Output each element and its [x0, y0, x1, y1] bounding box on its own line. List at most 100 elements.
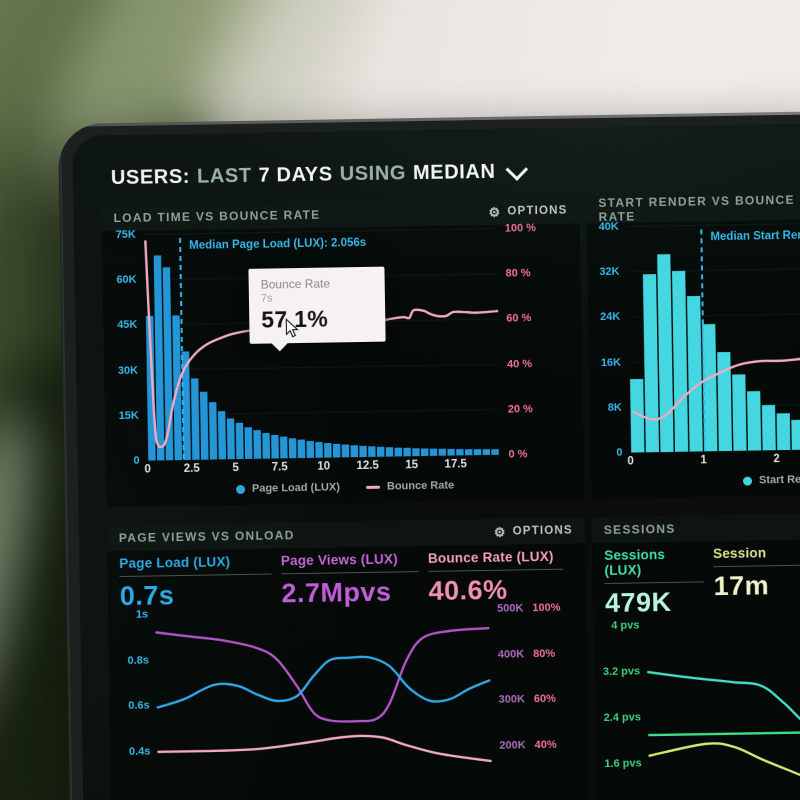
header-median-label: MEDIAN: [412, 160, 496, 185]
header-last-label: LAST: [196, 164, 252, 188]
panel-start-render-vs-bounce-rate: START RENDER VS BOUNCE RATE 40K 32K 24K 16K…: [586, 193, 800, 500]
axis-tick-label: 45K: [117, 319, 138, 332]
bars-group: [145, 255, 499, 461]
panel-sessions: SESSIONS Sessions (LUX) 479K Session 17m…: [591, 513, 800, 800]
options-button[interactable]: ⚙ OPTIONS: [488, 204, 568, 220]
y-axis-left: 4 pvs 3.2 pvs 2.4 pvs 1.6 pvs: [593, 619, 649, 774]
axis-tick-label: 0: [133, 454, 140, 467]
y-axis-right: 500K 100% 400K 80% 300K 60% 200K 40%: [488, 602, 586, 761]
metric-page-load: Page Load (LUX) 0.7s: [119, 553, 281, 611]
axis-tick-label: 100 %: [504, 222, 537, 235]
sessions-chart[interactable]: [646, 620, 800, 792]
legend-line-swatch: [365, 485, 380, 489]
metrics-row: Sessions (LUX) 479K Session 17m: [592, 539, 800, 620]
legend-label: Bounce Rate: [386, 479, 455, 493]
axis-tick-label: 40K: [598, 220, 619, 234]
header-using-label: USING: [339, 162, 407, 186]
axis-tick-label: 400K 80%: [497, 647, 556, 661]
series-line-bounce-rate-lux-: [157, 735, 492, 763]
axis-tick-label: 2: [773, 453, 780, 466]
axis-tick-label: 24K: [599, 311, 621, 324]
panel-title: LOAD TIME VS BOUNCE RATE: [113, 207, 321, 226]
axis-tick-label: 2.5: [183, 462, 200, 475]
load-time-chart[interactable]: Median Page Load (LUX): 2.056s Bounce Ra…: [143, 228, 500, 479]
legend-dot-swatch: [235, 484, 246, 494]
axis-tick-label: 15: [405, 459, 419, 472]
y-axis-left: 1s 0.8s 0.6s 0.4s: [108, 609, 158, 767]
median-annotation: Median Start Rende: [710, 229, 800, 244]
legend-item[interactable]: Start Rende: [742, 473, 800, 487]
panel-titlebar: START RENDER VS BOUNCE RATE: [586, 193, 800, 225]
header-days-label: 7 DAYS: [258, 163, 333, 187]
mouse-cursor-icon: [285, 317, 299, 338]
metric-bounce-rate: Bounce Rate (LUX) 40.6%: [428, 549, 574, 606]
axis-tick-label: 300K 60%: [498, 693, 557, 707]
chart-legend: Start Rende: [591, 467, 800, 495]
legend-item[interactable]: Bounce Rate: [365, 479, 455, 493]
axis-tick-label: 5: [232, 462, 240, 475]
axis-tick-label: 0: [616, 446, 623, 459]
axis-tick-label: 75K: [115, 228, 136, 242]
axis-tick-label: 20 %: [507, 402, 533, 416]
panel-page-views-vs-onload: PAGE VIEWS VS ONLOAD ⚙ OPTIONS Page Load…: [106, 517, 590, 800]
page-views-chart[interactable]: [155, 610, 492, 765]
y-axis-left: 40K 32K 24K 16K 8K 0: [587, 221, 631, 459]
options-button[interactable]: ⚙ OPTIONS: [493, 524, 573, 540]
tooltip-value: 57.1%: [261, 305, 329, 333]
dashboard-screen: USERS: LAST 7 DAYS USING MEDIAN LOAD TIM…: [72, 123, 800, 800]
axis-tick-label: 1: [700, 454, 707, 467]
legend-label: Page Load (LUX): [251, 481, 341, 495]
axis-tick-label: 200K 40%: [499, 738, 557, 752]
axis-tick-label: 15K: [118, 409, 139, 422]
axis-tick-label: 500K 100%: [497, 602, 561, 616]
series-line-pvs: [648, 742, 800, 792]
axis-tick-label: 0.4s: [128, 745, 151, 758]
axis-tick-label: 30K: [117, 364, 139, 377]
bounce-rate-line: [632, 357, 800, 421]
y-axis-left: 75K 60K 45K 30K 15K 0: [102, 229, 148, 467]
series-line-page-load-lux-: [156, 655, 491, 709]
x-axis: 0 1 2: [627, 449, 800, 470]
legend-label: Start Rende: [758, 473, 800, 487]
panel-title: START RENDER VS BOUNCE RATE: [598, 193, 795, 225]
median-line: [700, 229, 706, 452]
laptop-screen: USERS: LAST 7 DAYS USING MEDIAN LOAD TIM…: [58, 111, 800, 800]
metric-page-views: Page Views (LUX) 2.7Mpvs: [281, 551, 429, 608]
tooltip-x-value: 7s: [260, 292, 273, 305]
series-line-page-views-lux-: [155, 627, 490, 724]
panel-titlebar: SESSIONS: [591, 513, 800, 544]
chart-tooltip: Bounce Rate 7s 57.1%: [248, 266, 386, 344]
axis-tick-label: 0.6s: [128, 699, 150, 713]
axis-tick-label: 1.6 pvs: [604, 757, 642, 770]
chevron-down-icon: [505, 157, 528, 181]
axis-tick-label: 1s: [135, 608, 149, 622]
panel-title: SESSIONS: [603, 521, 676, 538]
timeframe-dropdown[interactable]: USERS: LAST 7 DAYS USING MEDIAN: [110, 157, 528, 190]
metric-sessions: Sessions (LUX) 479K: [604, 546, 714, 618]
axis-tick-label: 0.8s: [127, 654, 150, 667]
axis-tick-label: 17.5: [444, 458, 467, 471]
axis-tick-label: 60K: [116, 273, 137, 287]
median-line: [179, 237, 185, 460]
bars-group: [630, 254, 800, 453]
panel-load-time-vs-bounce-rate: LOAD TIME VS BOUNCE RATE ⚙ OPTIONS 75K 60…: [101, 197, 585, 508]
axis-tick-label: 60 %: [506, 312, 532, 325]
legend-dot-swatch: [742, 476, 753, 486]
axis-tick-label: 40 %: [506, 357, 533, 371]
header-users-label: USERS:: [110, 165, 191, 190]
y-axis-right: 100 % 80 % 60 % 40 % 20 % 0 %: [496, 222, 554, 460]
panel-title: PAGE VIEWS VS ONLOAD: [118, 528, 295, 546]
legend-item[interactable]: Page Load (LUX): [235, 481, 341, 495]
axis-tick-label: 0: [144, 463, 152, 476]
gear-icon: ⚙: [488, 204, 502, 220]
axis-tick-label: 8K: [607, 401, 622, 414]
axis-tick-label: 16K: [600, 356, 622, 369]
tooltip-series-label: Bounce Rate: [260, 276, 331, 292]
axis-tick-label: 4 pvs: [611, 619, 640, 633]
series-line-sessions: [646, 671, 800, 736]
axis-tick-label: 32K: [599, 265, 620, 279]
axis-tick-label: 2.4 pvs: [603, 711, 642, 724]
start-render-chart[interactable]: Median Start Rende 0 1 2: [626, 222, 800, 470]
axis-tick-label: 12.5: [356, 459, 380, 473]
